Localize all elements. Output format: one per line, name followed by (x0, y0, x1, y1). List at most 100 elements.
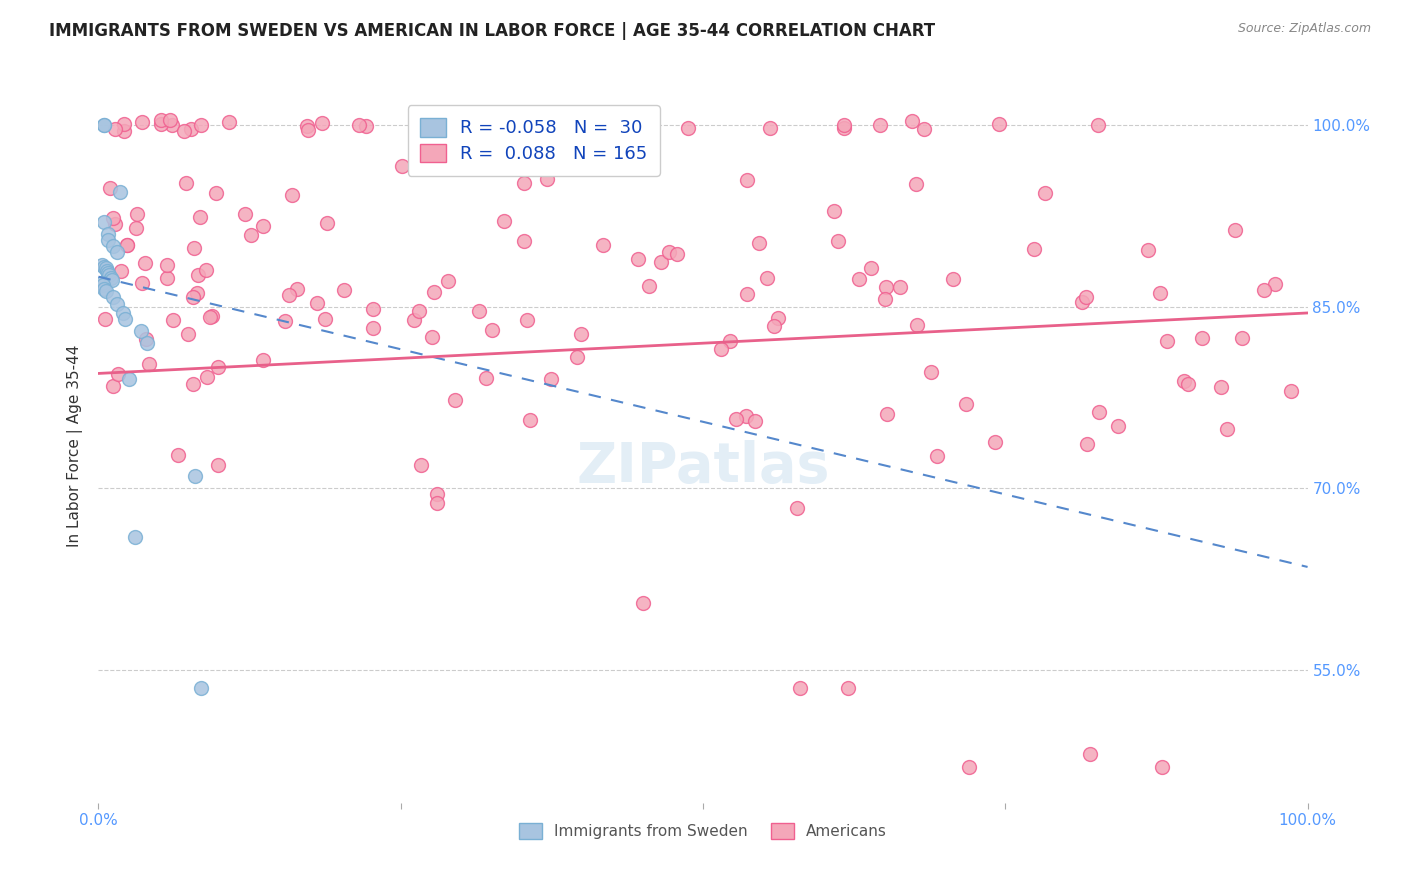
Text: IMMIGRANTS FROM SWEDEN VS AMERICAN IN LABOR FORCE | AGE 35-44 CORRELATION CHART: IMMIGRANTS FROM SWEDEN VS AMERICAN IN LA… (49, 22, 935, 40)
Point (1264, 277, 1286, 291)
Point (361, 301, 384, 316)
Point (1076, 290, 1098, 304)
Point (763, 318, 786, 333)
Point (190, 119, 212, 133)
Point (540, 372, 562, 386)
Point (536, 172, 558, 186)
Point (129, 324, 152, 338)
Point (1173, 374, 1195, 388)
Point (100, 273, 122, 287)
Point (876, 407, 898, 421)
Point (957, 759, 980, 773)
Point (101, 211, 124, 225)
Point (718, 334, 741, 348)
Point (280, 187, 302, 202)
Point (94, 312, 117, 326)
Point (789, 681, 811, 695)
Point (315, 216, 337, 230)
Point (650, 255, 672, 269)
Point (138, 357, 160, 371)
Point (904, 177, 927, 191)
Point (97, 227, 120, 242)
Point (93, 215, 115, 229)
Point (710, 342, 733, 356)
Point (984, 434, 1007, 449)
Point (889, 279, 911, 293)
Point (101, 239, 124, 253)
Point (437, 274, 460, 288)
Point (297, 119, 319, 133)
Point (135, 332, 157, 346)
Point (905, 318, 928, 332)
Point (180, 122, 202, 136)
Point (1279, 384, 1302, 398)
Point (1087, 405, 1109, 419)
Point (125, 207, 148, 221)
Point (205, 186, 228, 201)
Point (1156, 334, 1178, 349)
Point (1022, 242, 1045, 256)
Point (218, 114, 240, 128)
Point (627, 252, 650, 266)
Point (875, 279, 897, 293)
Point (186, 286, 208, 301)
Point (1071, 294, 1094, 309)
Y-axis label: In Labor Force | Age 35-44: In Labor Force | Age 35-44 (67, 345, 83, 547)
Point (832, 121, 855, 136)
Point (174, 176, 197, 190)
Point (115, 238, 138, 252)
Point (860, 260, 883, 275)
Point (314, 312, 336, 326)
Point (101, 290, 124, 304)
Point (1223, 223, 1246, 237)
Point (124, 530, 146, 544)
Point (610, 123, 633, 137)
Point (107, 367, 129, 381)
Point (114, 312, 136, 326)
Point (207, 359, 229, 374)
Point (423, 285, 446, 299)
Point (744, 414, 766, 428)
Point (233, 207, 256, 221)
Point (748, 236, 770, 251)
Point (297, 123, 319, 137)
Point (124, 220, 146, 235)
Point (1209, 380, 1232, 394)
Point (156, 258, 179, 272)
Point (93, 119, 115, 133)
Point (361, 321, 384, 335)
Point (426, 487, 449, 501)
Point (875, 292, 897, 306)
Point (112, 124, 135, 138)
Point (519, 413, 541, 427)
Point (93, 260, 115, 274)
Point (759, 120, 782, 135)
Point (837, 681, 859, 695)
Point (177, 327, 200, 342)
Point (848, 271, 870, 285)
Point (823, 203, 845, 218)
Point (734, 409, 756, 423)
Point (162, 118, 184, 132)
Point (658, 244, 681, 259)
Point (183, 241, 205, 255)
Point (481, 323, 503, 337)
Point (93, 119, 115, 133)
Point (207, 458, 229, 472)
Point (134, 255, 156, 269)
Point (131, 276, 153, 290)
Point (108, 185, 131, 199)
Point (347, 119, 370, 133)
Point (150, 117, 173, 131)
Point (569, 326, 592, 341)
Point (1230, 331, 1253, 345)
Point (420, 330, 443, 344)
Point (678, 120, 700, 135)
Point (110, 264, 132, 278)
Point (311, 116, 333, 130)
Point (444, 392, 467, 407)
Point (565, 350, 588, 364)
Point (1177, 376, 1199, 391)
Point (194, 262, 217, 277)
Point (100, 271, 122, 285)
